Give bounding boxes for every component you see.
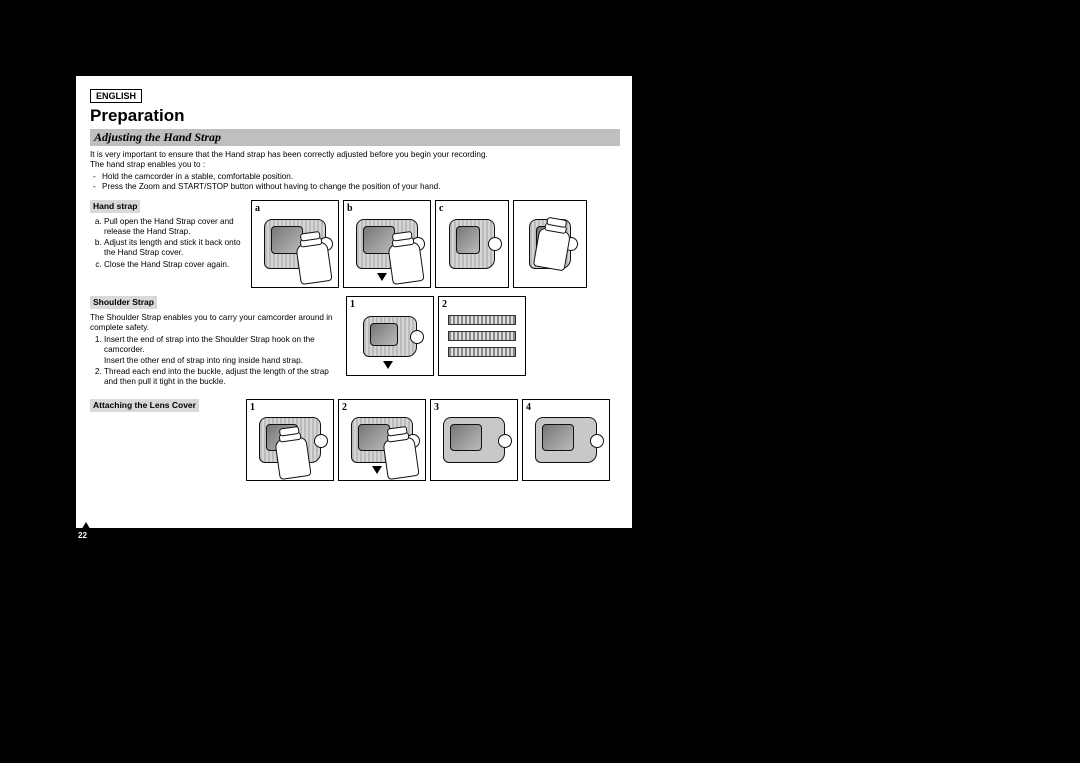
step-b: Adjust its length and stick it back onto… bbox=[104, 238, 245, 259]
figure-hand-grip bbox=[513, 200, 587, 288]
shoulder-strap-text: Shoulder Strap The Shoulder Strap enable… bbox=[90, 296, 340, 389]
subheading-lens-cover: Attaching the Lens Cover bbox=[90, 399, 199, 412]
step-2: Thread each end into the buckle, adjust … bbox=[104, 367, 340, 388]
lens-cover-figures: 1 2 3 4 bbox=[246, 399, 610, 481]
figure-label: 2 bbox=[342, 402, 347, 413]
language-indicator: ENGLISH bbox=[90, 89, 142, 103]
shoulder-strap-intro: The Shoulder Strap enables you to carry … bbox=[90, 313, 340, 334]
hand-strap-figures: a b c bbox=[251, 200, 587, 288]
figure-label: 1 bbox=[250, 402, 255, 413]
hand-strap-section: Hand strap Pull open the Hand Strap cove… bbox=[90, 200, 620, 288]
page-number: 22 bbox=[78, 531, 87, 540]
figure-3: 3 bbox=[430, 399, 518, 481]
figure-4: 4 bbox=[522, 399, 610, 481]
step-a: Pull open the Hand Strap cover and relea… bbox=[104, 217, 245, 238]
figure-label: b bbox=[347, 203, 353, 214]
intro-list: Hold the camcorder in a stable, comforta… bbox=[90, 172, 620, 193]
intro-bullet: Press the Zoom and START/STOP button wit… bbox=[90, 182, 620, 192]
step-1-line: Insert the end of strap into the Shoulde… bbox=[104, 335, 315, 354]
figure-label: a bbox=[255, 203, 260, 214]
intro-bullet: Hold the camcorder in a stable, comforta… bbox=[90, 172, 620, 182]
figure-label: 2 bbox=[442, 299, 447, 310]
lens-cover-section: Attaching the Lens Cover 1 2 3 4 bbox=[90, 399, 620, 481]
intro-line: The hand strap enables you to : bbox=[90, 160, 620, 170]
shoulder-strap-steps: Insert the end of strap into the Shoulde… bbox=[90, 335, 340, 387]
hand-strap-steps: Pull open the Hand Strap cover and relea… bbox=[90, 217, 245, 270]
subheading-hand-strap: Hand strap bbox=[90, 200, 140, 213]
figure-2: 2 bbox=[438, 296, 526, 376]
step-1: Insert the end of strap into the Shoulde… bbox=[104, 335, 340, 366]
hand-strap-text: Hand strap Pull open the Hand Strap cove… bbox=[90, 200, 245, 288]
figure-2: 2 bbox=[338, 399, 426, 481]
figure-label: 3 bbox=[434, 402, 439, 413]
subheading-shoulder-strap: Shoulder Strap bbox=[90, 296, 157, 309]
figure-label: c bbox=[439, 203, 443, 214]
figure-a: a bbox=[251, 200, 339, 288]
page-title: Preparation bbox=[90, 106, 620, 126]
figure-1: 1 bbox=[246, 399, 334, 481]
figure-b: b bbox=[343, 200, 431, 288]
intro-text: It is very important to ensure that the … bbox=[90, 150, 620, 192]
step-c: Close the Hand Strap cover again. bbox=[104, 260, 245, 270]
figure-1: 1 bbox=[346, 296, 434, 376]
intro-line: It is very important to ensure that the … bbox=[90, 150, 620, 160]
section-heading: Adjusting the Hand Strap bbox=[90, 129, 620, 146]
figure-label: 1 bbox=[350, 299, 355, 310]
manual-page: ENGLISH Preparation Adjusting the Hand S… bbox=[76, 76, 632, 528]
step-1-line: Insert the other end of strap into ring … bbox=[104, 356, 303, 365]
figure-label: 4 bbox=[526, 402, 531, 413]
shoulder-strap-figures: 1 2 bbox=[346, 296, 526, 389]
figure-c: c bbox=[435, 200, 509, 288]
lens-cover-text: Attaching the Lens Cover bbox=[90, 399, 240, 414]
shoulder-strap-section: Shoulder Strap The Shoulder Strap enable… bbox=[90, 296, 620, 389]
